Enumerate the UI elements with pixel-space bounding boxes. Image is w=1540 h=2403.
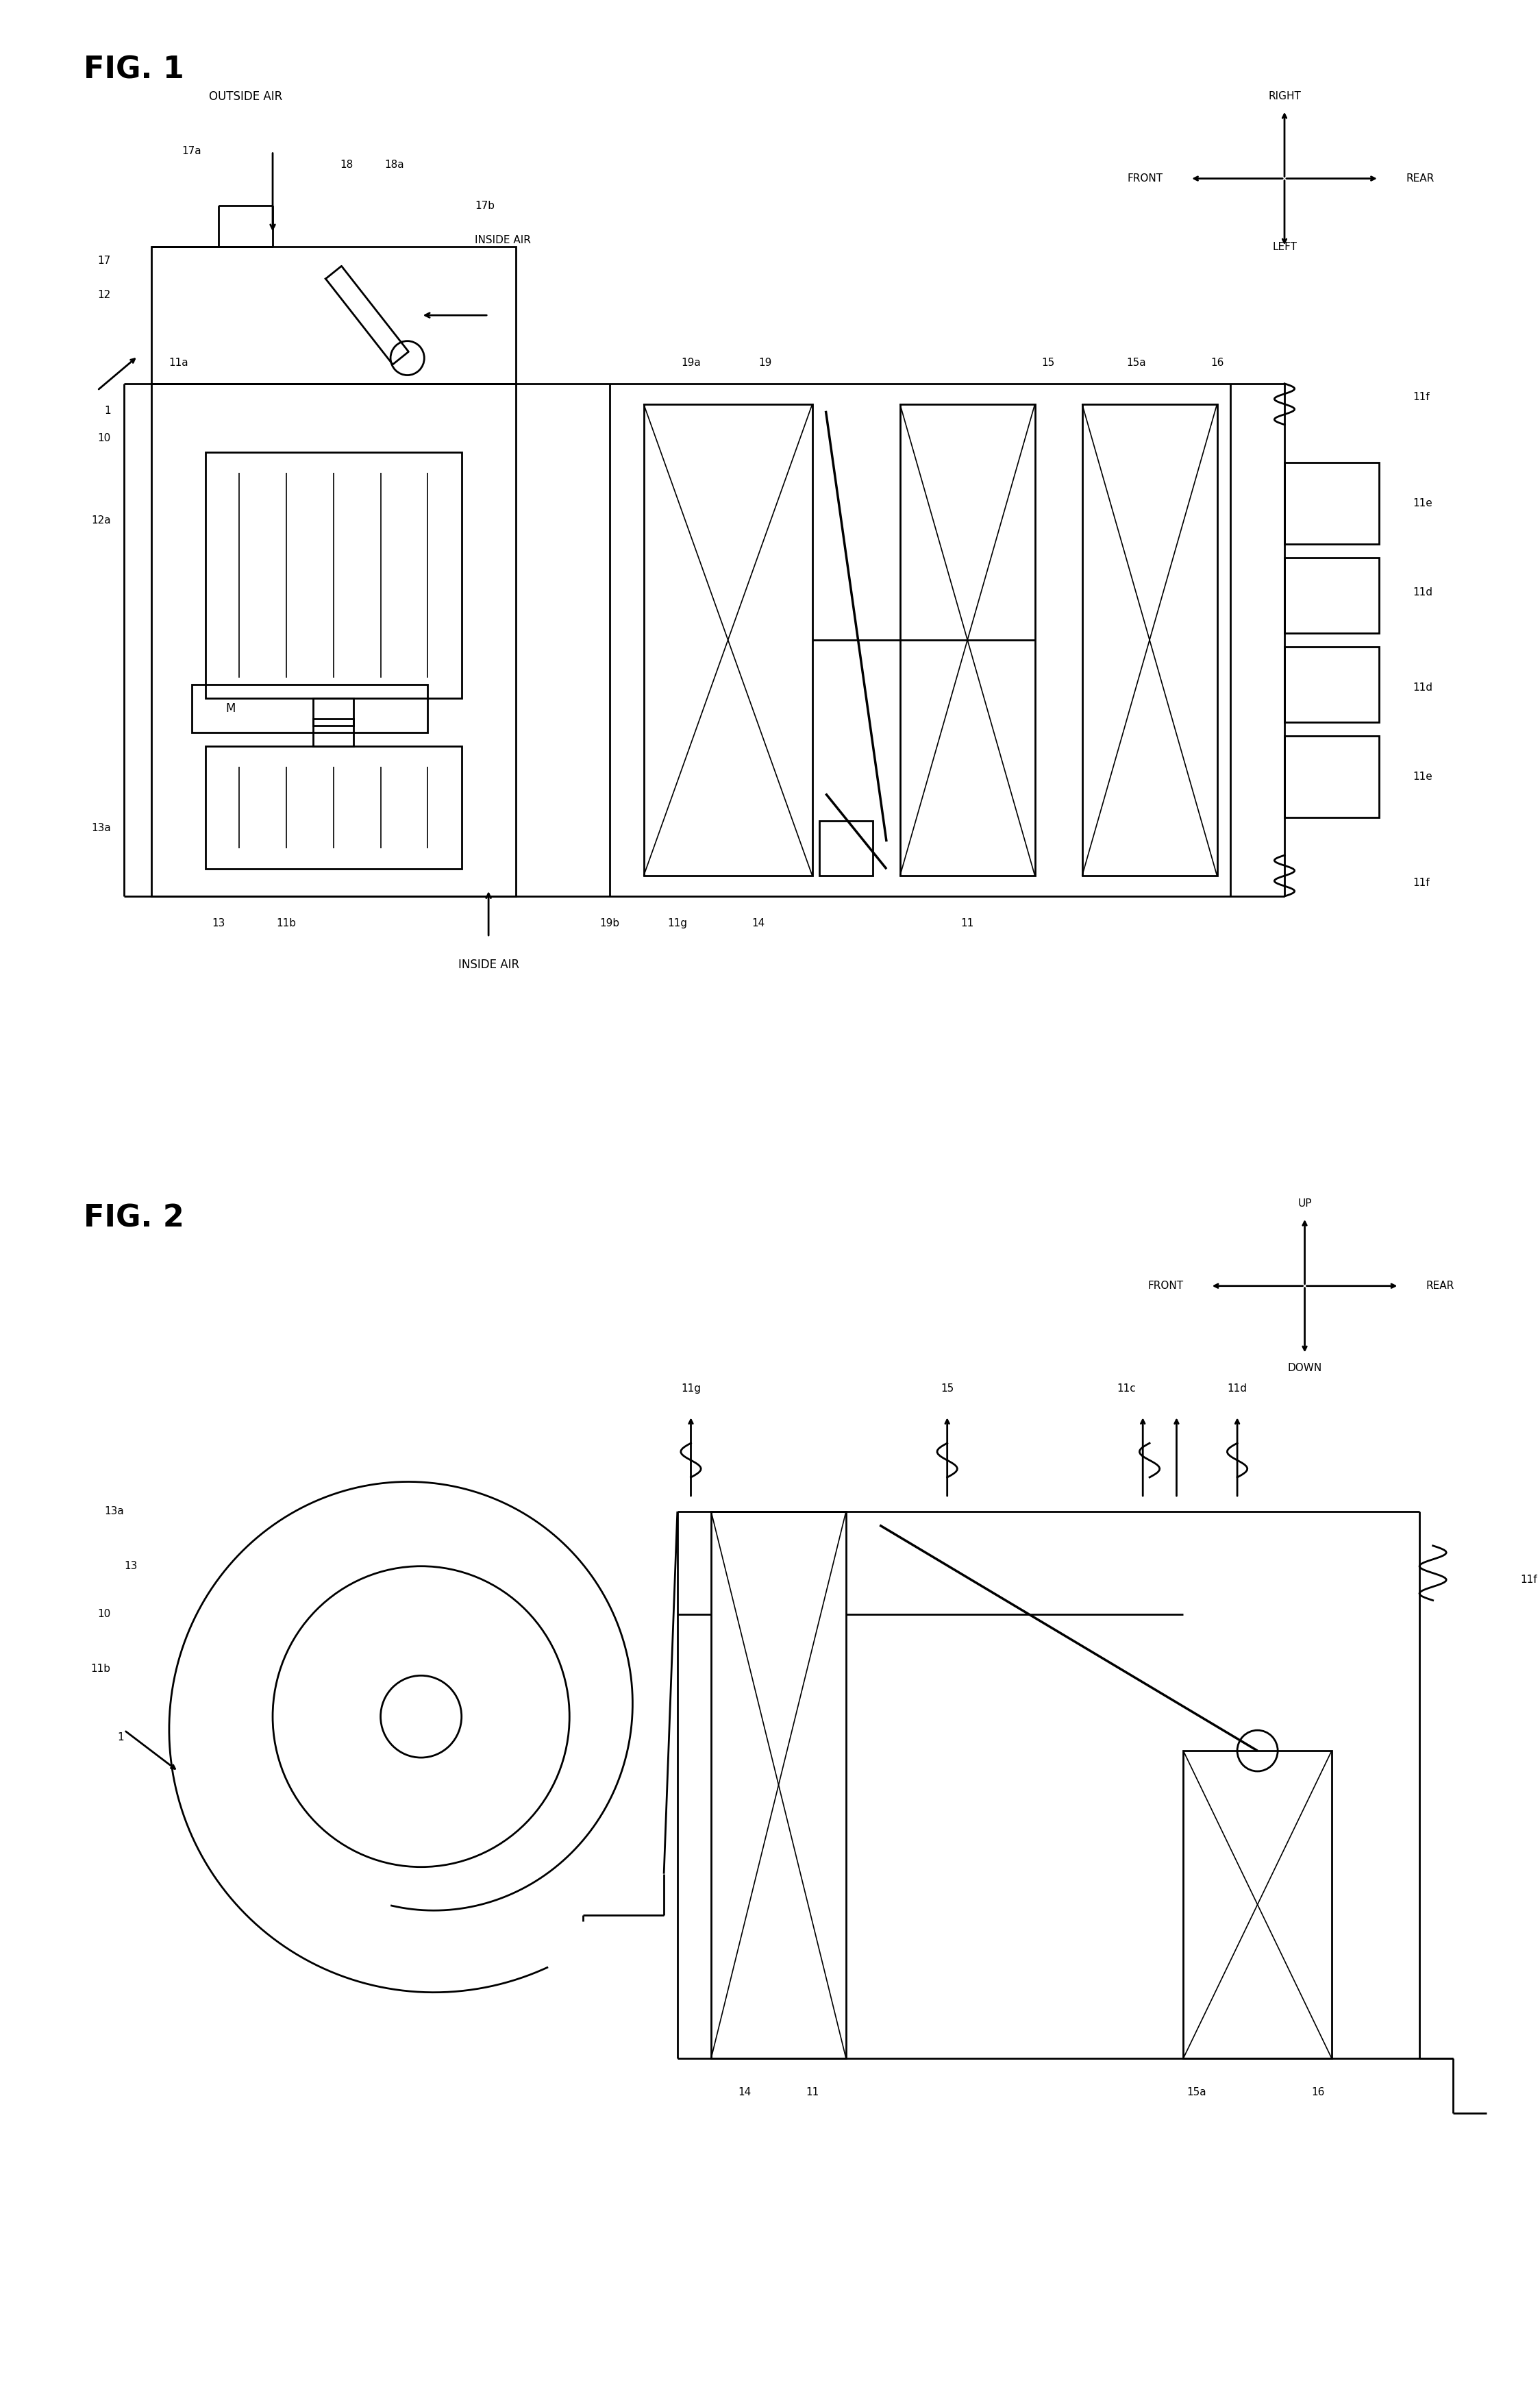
- Text: 13: 13: [213, 918, 225, 930]
- Text: 11e: 11e: [1412, 497, 1432, 509]
- Text: 12a: 12a: [91, 514, 111, 526]
- Bar: [1284, 557, 1378, 632]
- Text: 14: 14: [738, 2088, 752, 2098]
- Text: 11f: 11f: [1412, 877, 1429, 887]
- Text: 11f: 11f: [1520, 1574, 1537, 1586]
- Text: OUTSIDE AIR: OUTSIDE AIR: [209, 91, 282, 103]
- Text: FRONT: FRONT: [1147, 1281, 1183, 1290]
- Text: 11g: 11g: [667, 918, 687, 930]
- Text: FIG. 2: FIG. 2: [83, 1204, 185, 1233]
- Bar: [191, 685, 428, 733]
- Text: 13a: 13a: [91, 822, 111, 834]
- Text: 11c: 11c: [1116, 1384, 1137, 1394]
- Text: 18: 18: [340, 159, 354, 171]
- Text: 11b: 11b: [276, 918, 296, 930]
- Bar: [205, 745, 462, 870]
- Text: INSIDE AIR: INSIDE AIR: [474, 235, 531, 245]
- Bar: [1083, 404, 1217, 875]
- Text: 16: 16: [1210, 358, 1224, 368]
- Text: 15a: 15a: [1126, 358, 1146, 368]
- Bar: [151, 248, 516, 384]
- Bar: [1284, 646, 1378, 721]
- Bar: [899, 404, 1035, 875]
- Bar: [1183, 1752, 1332, 2059]
- Text: 19: 19: [758, 358, 772, 368]
- Text: 16: 16: [1312, 2088, 1324, 2098]
- Text: 11d: 11d: [1227, 1384, 1247, 1394]
- Text: 14: 14: [752, 918, 765, 930]
- Text: FRONT: FRONT: [1127, 173, 1163, 183]
- Text: 11d: 11d: [1412, 586, 1432, 598]
- Text: 1: 1: [117, 1733, 125, 1742]
- Text: M: M: [225, 702, 236, 714]
- Text: 15: 15: [1041, 358, 1055, 368]
- Text: 11a: 11a: [168, 358, 188, 368]
- Text: 11: 11: [961, 918, 973, 930]
- Text: FIG. 1: FIG. 1: [83, 55, 185, 84]
- Text: 13a: 13a: [105, 1507, 125, 1516]
- Text: UP: UP: [1298, 1199, 1312, 1209]
- Text: 11: 11: [805, 2088, 819, 2098]
- Bar: [1284, 461, 1378, 543]
- Text: DOWN: DOWN: [1287, 1363, 1321, 1372]
- Text: RIGHT: RIGHT: [1267, 91, 1301, 101]
- Text: 11b: 11b: [91, 1663, 111, 1675]
- Text: 17a: 17a: [182, 147, 202, 156]
- Bar: [151, 384, 516, 896]
- Text: 15: 15: [941, 1384, 953, 1394]
- Text: 13: 13: [125, 1562, 137, 1572]
- Text: REAR: REAR: [1406, 173, 1434, 183]
- Text: 11g: 11g: [681, 1384, 701, 1394]
- Text: 10: 10: [97, 1610, 111, 1620]
- Text: 19a: 19a: [681, 358, 701, 368]
- Text: 10: 10: [97, 433, 111, 445]
- Text: 18a: 18a: [385, 159, 403, 171]
- Bar: [313, 718, 354, 745]
- Bar: [205, 452, 462, 697]
- Text: 15a: 15a: [1187, 2088, 1207, 2098]
- Text: 19b: 19b: [601, 918, 621, 930]
- Text: 11d: 11d: [1412, 682, 1432, 692]
- Bar: [711, 1511, 845, 2059]
- Bar: [819, 822, 873, 875]
- Text: LEFT: LEFT: [1272, 243, 1297, 252]
- Text: INSIDE AIR: INSIDE AIR: [457, 959, 519, 971]
- Text: 17b: 17b: [474, 202, 494, 211]
- Text: 11f: 11f: [1412, 392, 1429, 401]
- Bar: [313, 697, 354, 726]
- Bar: [1284, 735, 1378, 817]
- Text: 1: 1: [105, 406, 111, 416]
- Text: 12: 12: [97, 291, 111, 300]
- Bar: [644, 404, 812, 875]
- Text: 17: 17: [97, 255, 111, 267]
- Text: 11e: 11e: [1412, 771, 1432, 781]
- Text: REAR: REAR: [1426, 1281, 1454, 1290]
